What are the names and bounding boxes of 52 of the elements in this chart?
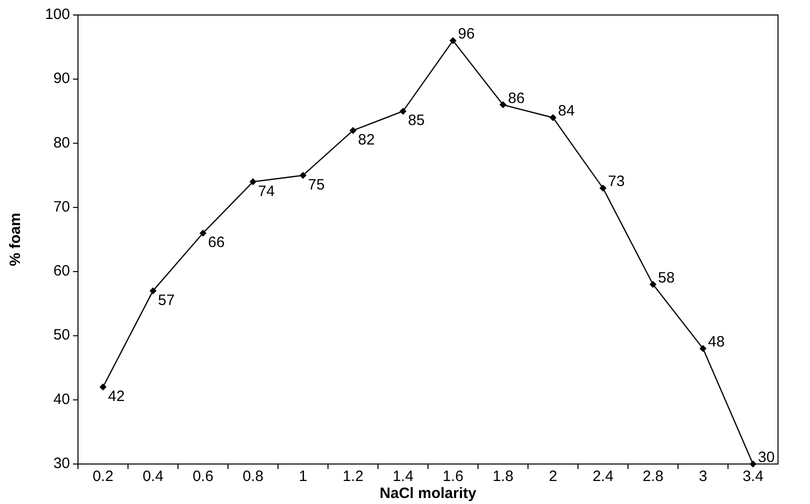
point bbox=[250, 178, 256, 186]
data-label: 74 bbox=[258, 182, 275, 200]
data-label: 48 bbox=[708, 334, 725, 351]
x-tick-label: 0.8 bbox=[242, 468, 264, 485]
x-tick-label: 1.2 bbox=[342, 468, 364, 485]
y-tick-label: 60 bbox=[53, 262, 70, 280]
data-label: 66 bbox=[208, 234, 225, 252]
x-tick-label: 3.4 bbox=[742, 468, 764, 485]
data-label: 58 bbox=[658, 269, 675, 286]
x-tick-label: 1.4 bbox=[392, 468, 414, 485]
data-label: 82 bbox=[358, 131, 375, 148]
y-tick-label: 70 bbox=[53, 198, 70, 216]
data-label: 73 bbox=[608, 173, 625, 190]
y-tick-label: 100 bbox=[44, 6, 70, 23]
x-tick-label: 0.2 bbox=[92, 468, 114, 485]
x-tick-label: 0.6 bbox=[192, 468, 214, 485]
x-tick-label: 2.4 bbox=[592, 468, 614, 485]
point bbox=[550, 114, 556, 122]
point bbox=[300, 172, 306, 179]
x-tick-label: 1 bbox=[298, 468, 308, 485]
data-label: 84 bbox=[558, 102, 575, 120]
x-tick-label: 0.4 bbox=[142, 468, 164, 485]
x-tick-label: 2.8 bbox=[642, 468, 664, 485]
y-tick-label: 40 bbox=[53, 390, 70, 408]
point bbox=[750, 460, 756, 468]
x-axis-title: NaCl molarity bbox=[380, 485, 477, 502]
x-tick-label: 2 bbox=[548, 468, 558, 485]
x-tick-label: 1.6 bbox=[442, 468, 464, 485]
data-label: 42 bbox=[108, 388, 125, 406]
point bbox=[350, 126, 356, 134]
y-tick-label: 80 bbox=[53, 134, 70, 152]
x-tick-label: 3 bbox=[698, 468, 708, 485]
data-label: 30 bbox=[758, 449, 775, 466]
y-axis-title: % foam bbox=[7, 212, 24, 266]
x-tick-label: 1.8 bbox=[492, 468, 514, 485]
data-label: 85 bbox=[408, 112, 425, 130]
y-tick-label: 90 bbox=[53, 70, 70, 88]
point bbox=[200, 230, 206, 237]
data-label: 96 bbox=[458, 26, 475, 43]
point bbox=[400, 108, 406, 115]
point bbox=[700, 345, 706, 352]
point bbox=[650, 280, 656, 288]
y-tick-label: 30 bbox=[53, 454, 70, 472]
point bbox=[100, 384, 106, 391]
y-tick-label: 50 bbox=[53, 326, 70, 344]
point bbox=[500, 101, 506, 108]
point bbox=[600, 184, 606, 192]
data-label: 57 bbox=[158, 292, 175, 309]
point bbox=[150, 287, 156, 294]
point bbox=[450, 37, 456, 44]
data-label: 75 bbox=[308, 176, 325, 194]
data-label: 86 bbox=[508, 90, 525, 107]
